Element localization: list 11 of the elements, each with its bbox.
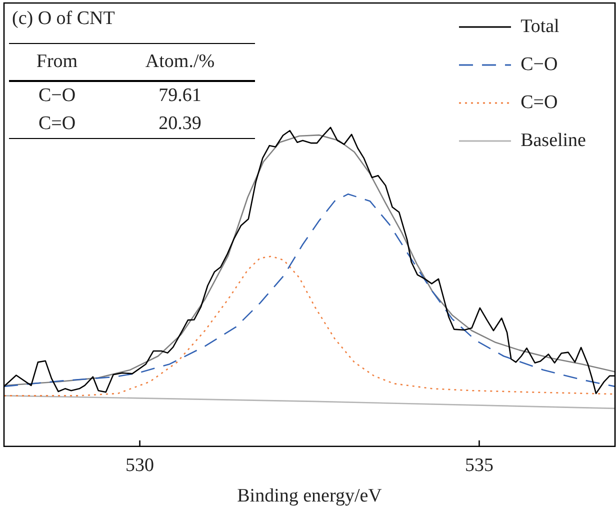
composition-table: From Atom./% C−O 79.61 C=O 20.39 xyxy=(9,43,255,139)
legend-label: C−O xyxy=(520,54,558,76)
annotation: 20.39 xyxy=(158,112,202,135)
annotation: C=O xyxy=(37,112,77,135)
x-axis-title: Binding energy/eV xyxy=(237,486,382,507)
chart-title: (c) O of CNT xyxy=(12,8,115,30)
legend-label: Total xyxy=(520,16,560,38)
x-tick-label: 535 xyxy=(464,454,494,476)
legend-label: Baseline xyxy=(520,130,586,152)
legend-label: C=O xyxy=(520,92,558,114)
x-tick-label: 530 xyxy=(126,454,154,476)
